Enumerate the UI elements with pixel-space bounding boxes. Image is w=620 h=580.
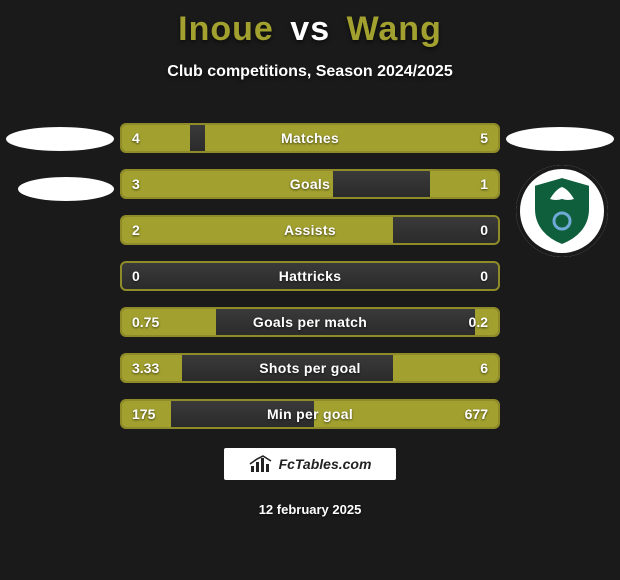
stat-value-left: 2	[132, 222, 140, 238]
stat-value-right: 0	[480, 222, 488, 238]
stat-value-right: 6	[480, 360, 488, 376]
stat-bar-left	[122, 217, 393, 243]
date-text: 12 february 2025	[0, 502, 620, 517]
stat-row: 3.33 Shots per goal 6	[120, 353, 500, 383]
stat-label: Hattricks	[279, 268, 342, 284]
stat-value-left: 3.33	[132, 360, 159, 376]
stat-value-right: 0.2	[469, 314, 488, 330]
stat-row: 2 Assists 0	[120, 215, 500, 245]
stat-value-left: 4	[132, 130, 140, 146]
stat-value-right: 1	[480, 176, 488, 192]
title-vs: vs	[290, 10, 330, 48]
shield-icon	[529, 175, 595, 247]
stat-value-right: 5	[480, 130, 488, 146]
stat-label: Matches	[281, 130, 339, 146]
stat-label: Goals	[290, 176, 330, 192]
stat-label: Assists	[284, 222, 336, 238]
stat-value-left: 3	[132, 176, 140, 192]
stat-row: 0 Hattricks 0	[120, 261, 500, 291]
stat-value-right: 0	[480, 268, 488, 284]
right-avatar-placeholder	[506, 127, 614, 151]
stat-label: Min per goal	[267, 406, 353, 422]
page-title: Inoue vs Wang	[0, 0, 620, 49]
title-player2: Wang	[347, 10, 442, 48]
stat-value-left: 0.75	[132, 314, 159, 330]
stat-value-left: 0	[132, 268, 140, 284]
brand-text: FcTables.com	[279, 456, 372, 472]
stat-row: 0.75 Goals per match 0.2	[120, 307, 500, 337]
left-avatar-placeholder-1	[6, 127, 114, 151]
subtitle: Club competitions, Season 2024/2025	[0, 63, 620, 81]
stat-value-left: 175	[132, 406, 155, 422]
right-club-badge	[516, 165, 608, 257]
left-avatar-placeholder-2	[18, 177, 114, 201]
stat-label: Shots per goal	[259, 360, 360, 376]
stat-row: 175 Min per goal 677	[120, 399, 500, 429]
stat-value-right: 677	[465, 406, 488, 422]
stat-label: Goals per match	[253, 314, 367, 330]
stats-table: 4 Matches 5 3 Goals 1 2 Assists 0 0 Hattricks 0 0.75…	[120, 123, 500, 445]
stat-row: 4 Matches 5	[120, 123, 500, 153]
stat-bar-right	[205, 125, 498, 151]
brand-badge[interactable]: FcTables.com	[224, 448, 396, 480]
title-player1: Inoue	[178, 10, 274, 48]
bar-chart-icon	[249, 454, 273, 474]
stat-row: 3 Goals 1	[120, 169, 500, 199]
